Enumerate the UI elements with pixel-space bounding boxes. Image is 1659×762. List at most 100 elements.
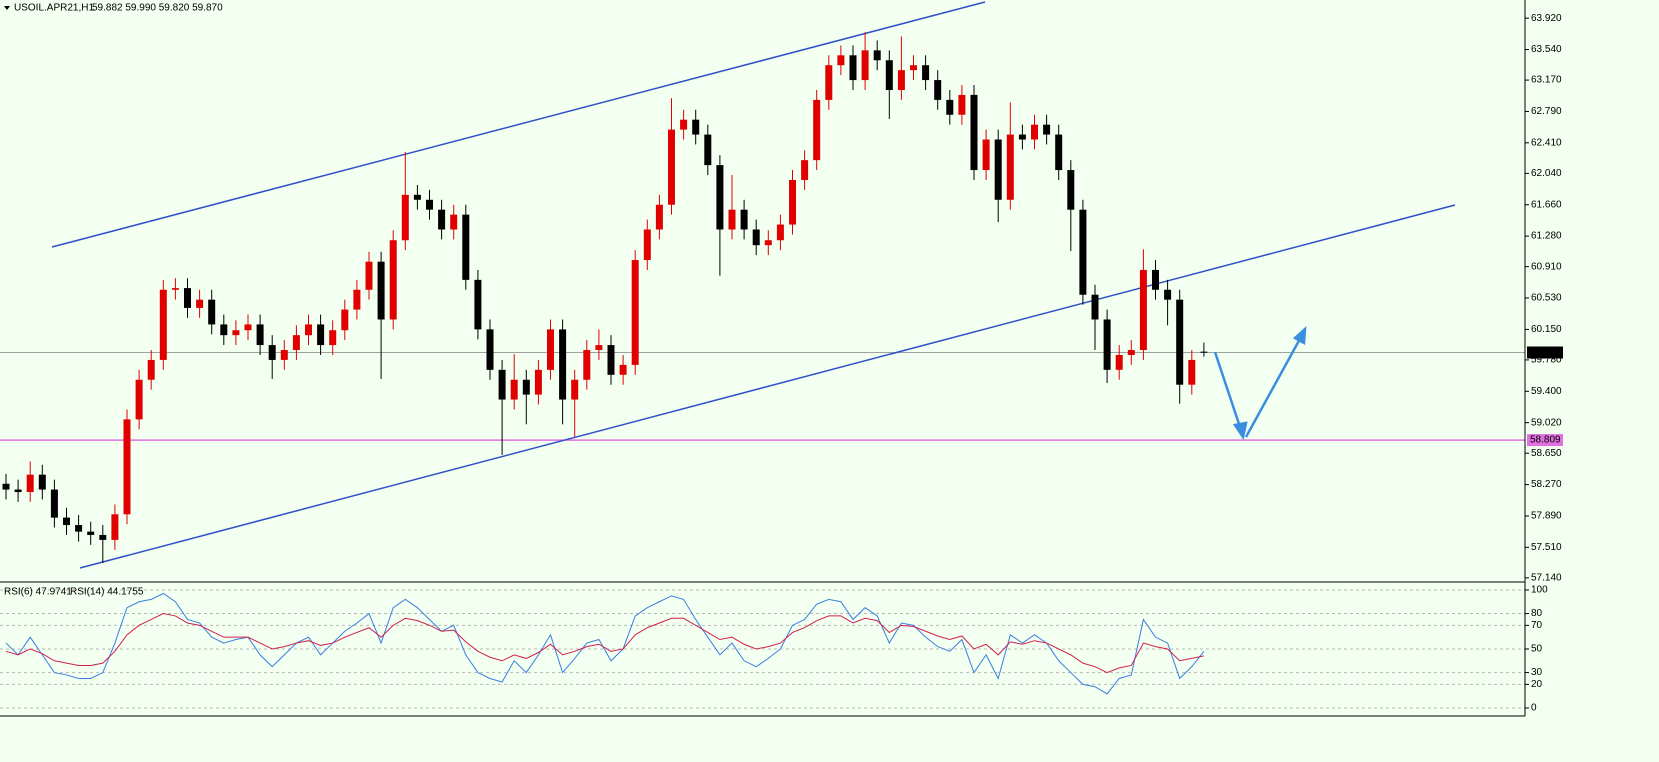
y-tick-label: 70 <box>1531 620 1543 631</box>
candle-body <box>510 379 518 400</box>
y-tick-label: 63.920 <box>1531 13 1562 24</box>
candle-body <box>413 194 421 200</box>
candle-body <box>522 379 530 395</box>
candle-body <box>680 119 688 130</box>
candle-body <box>776 224 784 241</box>
y-tick-label: 63.170 <box>1531 75 1562 86</box>
candle-body <box>111 514 119 540</box>
chart-subtitle: 59.882 59.990 59.820 59.870 <box>92 3 223 14</box>
candle-body <box>208 299 216 325</box>
candle-body <box>184 288 191 308</box>
candle-body <box>740 209 748 230</box>
candle-body <box>99 534 107 540</box>
candle-body <box>910 65 917 71</box>
y-tick-label: 59.780 <box>1531 355 1562 366</box>
candle-body <box>135 379 143 420</box>
candle-body <box>123 419 131 515</box>
candle-body <box>292 335 300 351</box>
candle-body <box>752 229 760 246</box>
candle-body <box>534 369 542 395</box>
level-box <box>1527 434 1563 447</box>
candle-body <box>873 50 881 61</box>
candle-body <box>389 240 397 320</box>
candle-body <box>716 165 724 230</box>
candle-body <box>401 194 409 241</box>
candle-body <box>1055 134 1063 171</box>
candle-body <box>377 261 385 320</box>
legend-entry: RSI(14) 44.1755 <box>70 587 144 598</box>
candle-body <box>256 324 264 346</box>
y-tick-label: 57.890 <box>1531 511 1562 522</box>
candle-body <box>861 50 869 81</box>
candle-body <box>341 309 349 331</box>
candle-body <box>1103 319 1111 370</box>
y-tick-label: 80 <box>1531 608 1543 619</box>
indicator-line <box>5 592 1205 695</box>
candle-body <box>643 229 651 261</box>
candle-body <box>1018 134 1026 140</box>
y-tick-label: 62.790 <box>1531 106 1562 117</box>
candle-body <box>26 474 34 493</box>
candle-body <box>583 350 591 380</box>
y-tick-label: 59.020 <box>1531 417 1562 428</box>
candle-body <box>280 350 288 360</box>
candle-body <box>958 94 966 115</box>
candle-body <box>764 240 772 246</box>
y-tick-label: 30 <box>1531 667 1543 678</box>
menu-icon <box>4 6 10 10</box>
candle-body <box>619 364 627 375</box>
indicator-line <box>5 613 1205 674</box>
y-tick-label: 61.660 <box>1531 199 1562 210</box>
candle-body <box>1031 124 1038 140</box>
candle-body <box>75 525 83 532</box>
candle-body <box>982 139 990 171</box>
candle-body <box>87 531 95 535</box>
candle-body <box>789 179 796 225</box>
candle-body <box>1164 289 1172 300</box>
y-tick-label: 50 <box>1531 644 1543 655</box>
layer <box>0 352 1525 709</box>
forecast-arrow <box>1213 325 1307 441</box>
y-tick-label: 61.280 <box>1531 231 1562 242</box>
candle-body <box>655 204 663 230</box>
y-tick-label: 57.140 <box>1531 573 1562 584</box>
y-tick-label: 0 <box>1531 703 1537 714</box>
candle-body <box>329 330 337 346</box>
candle-body <box>438 209 446 230</box>
legend-entry: RSI(6) 47.9741 <box>4 587 72 598</box>
candle-body <box>692 119 700 135</box>
y-tick-label: 62.410 <box>1531 137 1562 148</box>
candle-body <box>305 324 312 336</box>
chart-title: USOIL.APR21,H1 <box>14 3 94 14</box>
candle-body <box>813 99 821 161</box>
candle-body <box>885 60 893 90</box>
candle-body <box>14 489 22 493</box>
candle-body <box>595 345 603 351</box>
candle-body <box>849 55 857 81</box>
candle-body <box>317 324 325 346</box>
candle-body <box>220 324 228 336</box>
candle-body <box>159 289 167 360</box>
candle-body <box>2 483 10 490</box>
candle-body <box>704 134 712 166</box>
candle-body <box>1115 354 1123 370</box>
candle-body <box>196 299 204 308</box>
candle-body <box>1200 351 1208 353</box>
trend-line <box>51 1 986 248</box>
candle-body <box>1139 269 1147 351</box>
candle-body <box>426 199 433 210</box>
candle-body <box>837 55 845 66</box>
y-tick-label: 62.040 <box>1531 168 1562 179</box>
trend-line <box>79 204 1456 569</box>
candle-body <box>547 329 554 370</box>
candle-body <box>474 279 482 330</box>
y-tick-label: 100 <box>1531 585 1548 596</box>
y-tick-label: 60.150 <box>1531 324 1562 335</box>
candle-body <box>571 379 579 400</box>
candle-body <box>559 329 567 400</box>
price-box <box>1527 346 1563 359</box>
candle-body <box>462 214 470 280</box>
